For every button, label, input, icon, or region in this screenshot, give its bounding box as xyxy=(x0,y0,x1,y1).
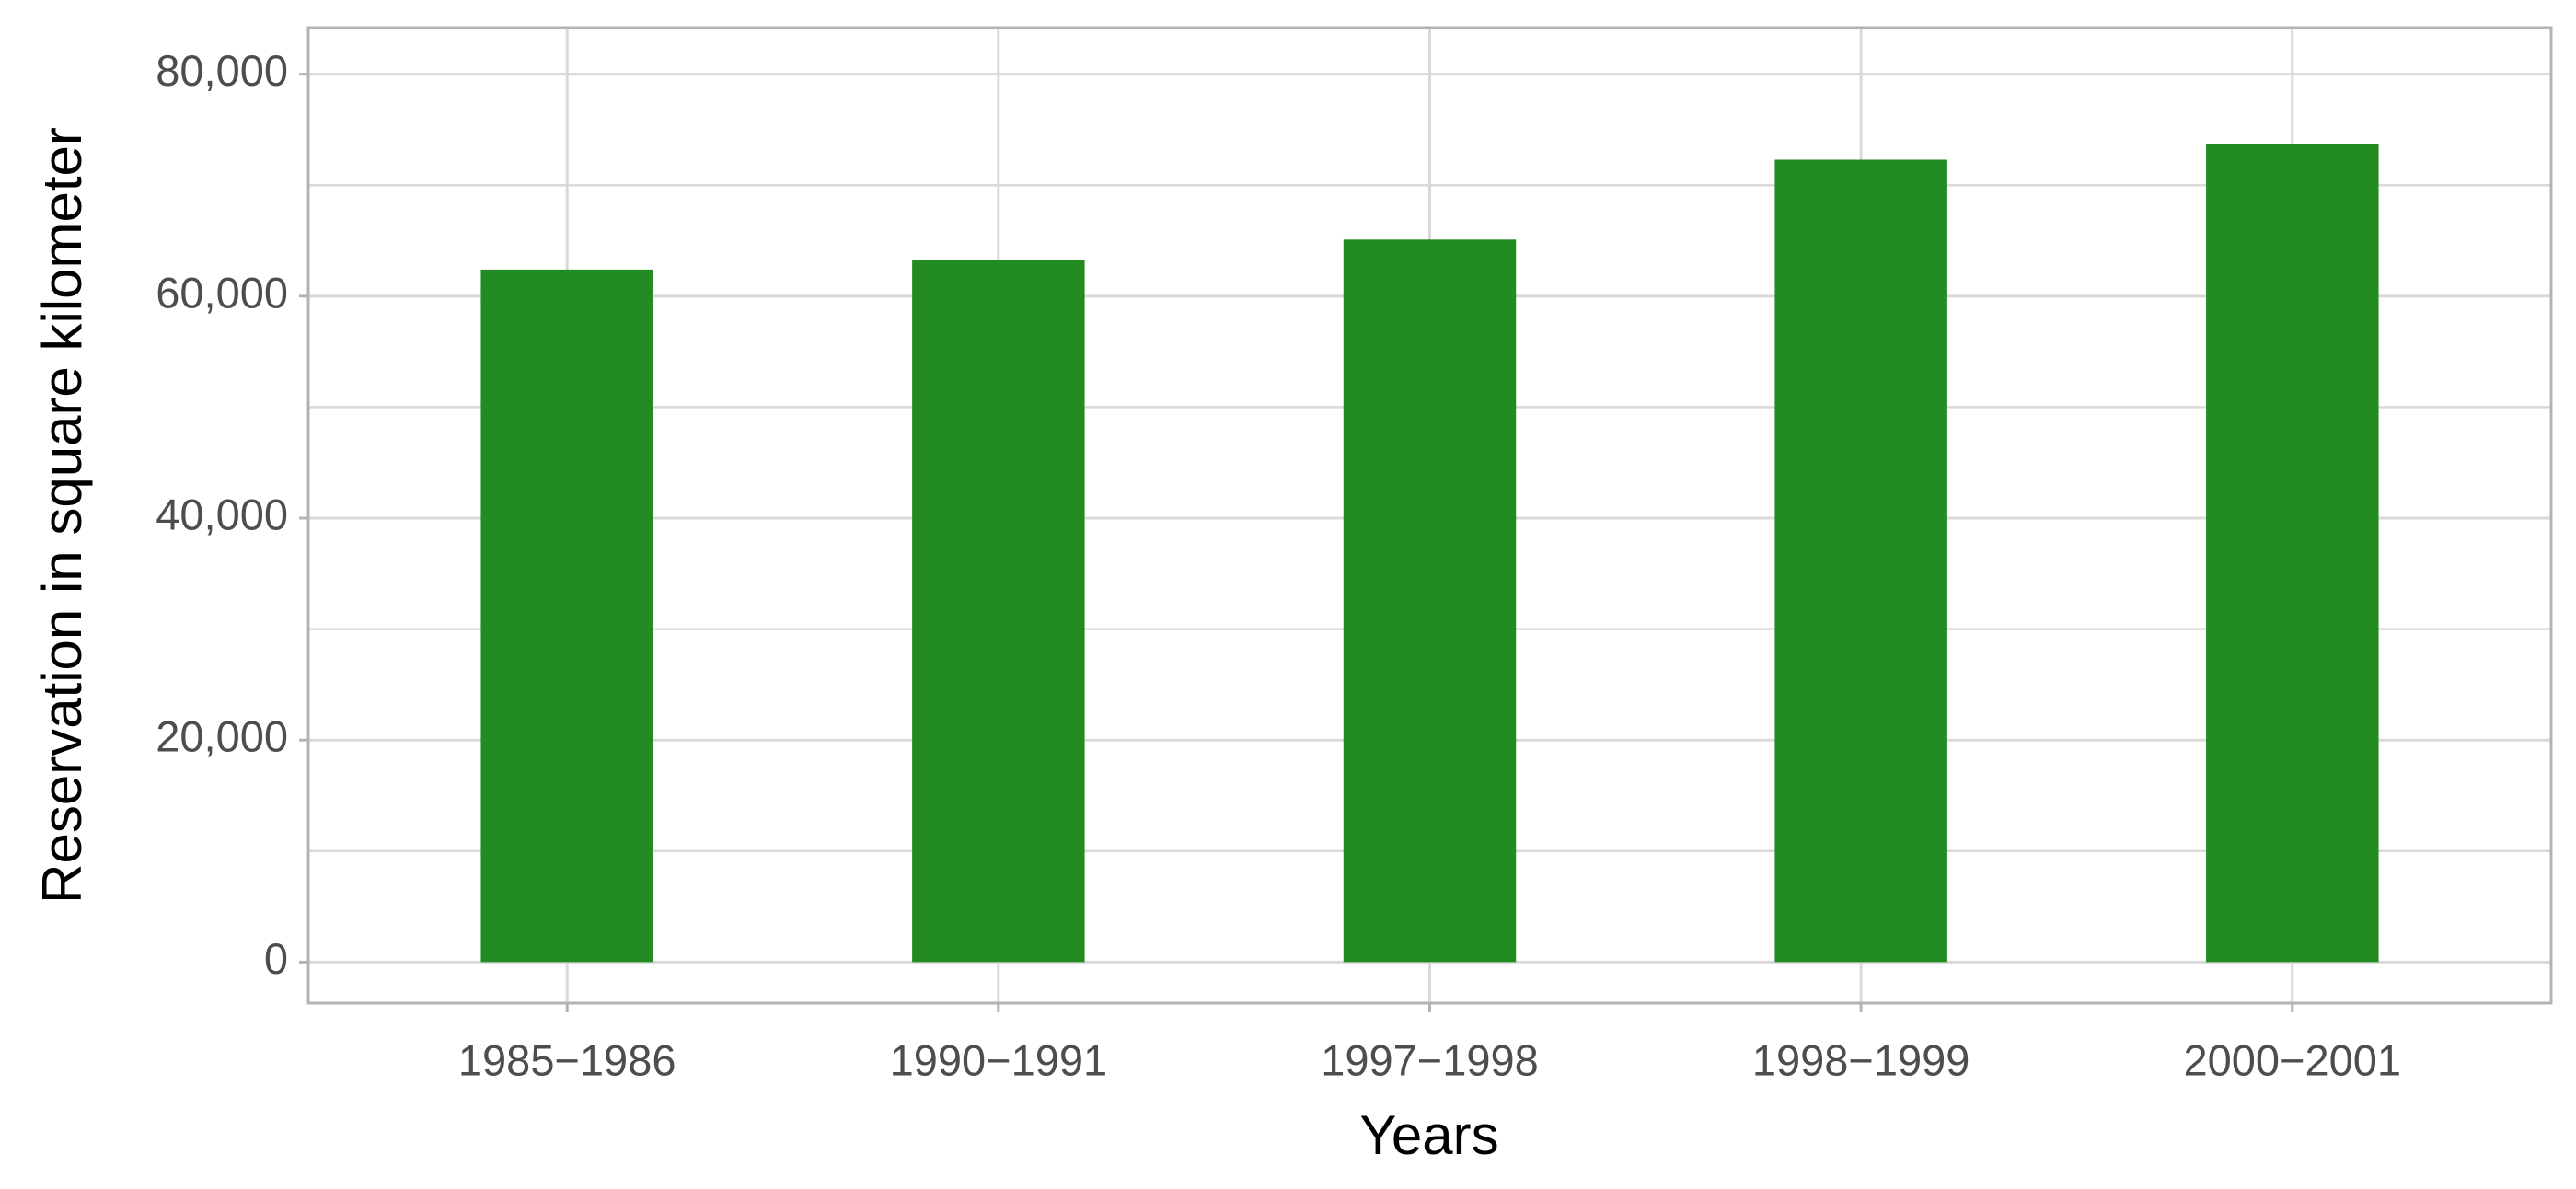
bar xyxy=(2206,144,2379,963)
x-tick-label: 1985−1986 xyxy=(458,1035,676,1084)
y-tick-label: 0 xyxy=(264,934,288,983)
x-axis-title: Years xyxy=(1359,1104,1498,1166)
x-tick-label: 1997−1998 xyxy=(1321,1035,1539,1084)
bar xyxy=(480,269,653,963)
bar xyxy=(912,260,1085,963)
bar xyxy=(1774,159,1947,963)
y-axis-title: Reservation in square kilometer xyxy=(31,127,93,904)
y-tick-label: 60,000 xyxy=(156,268,288,317)
y-tick-label: 40,000 xyxy=(156,490,288,538)
x-tick-label: 1998−1999 xyxy=(1752,1035,1970,1084)
x-tick-label: 1990−1991 xyxy=(890,1035,1108,1084)
x-tick-label: 2000−2001 xyxy=(2184,1035,2402,1084)
y-tick-label: 20,000 xyxy=(156,712,288,761)
bar xyxy=(1343,239,1517,963)
panel-border xyxy=(306,26,2553,1005)
y-tick-label: 80,000 xyxy=(156,46,288,95)
